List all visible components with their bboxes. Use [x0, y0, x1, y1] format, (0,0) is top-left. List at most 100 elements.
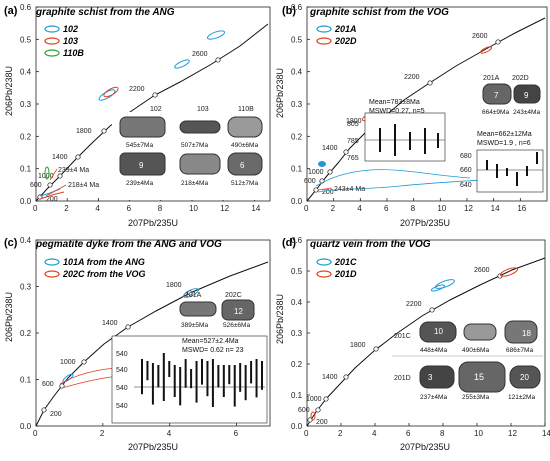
legend-102: 102 — [63, 24, 78, 34]
ellipse-101a — [183, 288, 199, 298]
x-tick-label: 4 — [95, 204, 100, 213]
grain-number: 18 — [522, 329, 531, 338]
y-tick-label: 0.1 — [20, 165, 32, 174]
y-tick-label: 0.0 — [291, 422, 303, 431]
inset-mswd: MSWD= 0.62 n= 23 — [182, 347, 244, 354]
panel-c-legend: 101A from the ANG 202C from the VOG — [44, 257, 146, 279]
age-label: 600 — [298, 407, 310, 414]
grain-number: 6 — [240, 161, 245, 170]
y-tick-label: 0.1 — [291, 165, 303, 174]
panel-c-age-markers: 200 600 1000 1400 1800 — [41, 282, 193, 418]
grain-label-201a: 201A — [483, 75, 500, 82]
grain-number: 15 — [474, 372, 484, 382]
y-tick-label: 0.2 — [20, 132, 32, 141]
age-marker — [495, 39, 501, 45]
age-label: 1800 — [76, 128, 92, 135]
x-tick-label: 14 — [251, 204, 260, 213]
grain-age: 218±4Ma — [181, 180, 208, 187]
y-tick-label: 0.3 — [291, 100, 303, 109]
grain-age: 255±3Ma — [462, 394, 489, 401]
y-tick-label: 0.5 — [20, 35, 32, 44]
y-tick-label: 0.3 — [291, 329, 303, 338]
panel-c-xlabel: 207Pb/235U — [128, 442, 178, 452]
x-tick-label: 0 — [304, 429, 309, 438]
x-tick-label: 10 — [189, 204, 198, 213]
grain-label-101a: 101A — [185, 292, 202, 299]
y-tick-label: 0.2 — [291, 132, 303, 141]
zircon-image — [119, 116, 166, 138]
age-label: 1800 — [350, 342, 366, 349]
legend-101a: 101A from the ANG — [63, 257, 145, 267]
x-tick-label: 4 — [372, 429, 377, 438]
panel-a-legend: 102 103 110B — [44, 24, 84, 58]
inset-ytick: 540 — [116, 351, 128, 358]
age-label: 2200 — [406, 301, 422, 308]
y-tick-label: 0.3 — [20, 100, 32, 109]
inset-ytick: 540 — [116, 367, 128, 374]
panel-b-legend: 201A 202D — [316, 24, 357, 46]
age-marker — [327, 169, 333, 175]
age-label: 1800 — [346, 118, 362, 125]
x-tick-label: 14 — [491, 204, 500, 213]
panel-a-ylabel: 206Pb/238U — [4, 66, 14, 116]
x-tick-label: 12 — [220, 204, 229, 213]
panel-b-xlabel: 207Pb/235U — [400, 218, 450, 228]
grain-number: 3 — [428, 373, 433, 382]
grain-number: 9 — [139, 161, 144, 170]
arrow — [317, 187, 333, 191]
panel-a-grain-images: 102 103 110B 545±7Ma 507±7Ma 490±6Ma 9 6… — [112, 106, 268, 200]
panel-d-age-markers: 200 600 1000 1400 1800 2200 2600 — [298, 267, 503, 426]
grain-age: 237±4Ma — [420, 394, 447, 401]
y-tick-label: 0.0 — [20, 422, 32, 431]
zircon-image — [513, 84, 541, 104]
grain-number: 7 — [494, 91, 499, 100]
x-tick-label: 10 — [437, 204, 446, 213]
x-tick-label: 2 — [100, 429, 105, 438]
x-tick-label: 0 — [33, 204, 38, 213]
annotation-243ma: 243±4 Ma — [334, 186, 365, 193]
grain-age: 512±7Ma — [231, 180, 258, 187]
inset-ytick: 640 — [460, 182, 472, 189]
panel-d-concordia — [306, 257, 546, 427]
panel-d-ticks: 0 2 4 6 8 10 12 14 0.0 0.1 0.2 0.3 0.4 0.5 0.6 — [291, 236, 550, 438]
age-label: 600 — [42, 381, 54, 388]
inset-ytick: 540 — [116, 403, 128, 410]
age-marker — [47, 182, 53, 188]
panel-c-title: pegmatite dyke from the ANG and VOG — [35, 239, 222, 250]
x-tick-label: 12 — [508, 429, 517, 438]
panel-b: (b) graphite schist from the VOG 0 2 4 6 8 10… — [275, 3, 548, 228]
legend-swatch-201c — [316, 258, 332, 266]
ellipse-103 — [103, 86, 119, 98]
ellipse-201d — [499, 267, 519, 277]
age-label: 200 — [50, 411, 62, 418]
grain-label-201d: 201D — [394, 375, 411, 382]
panel-d-ylabel: 206Pb/238U — [275, 294, 285, 344]
grain-number: 10 — [434, 327, 443, 336]
zircon-image — [504, 320, 538, 344]
zircon-image — [221, 299, 255, 321]
y-tick-label: 0.4 — [20, 68, 32, 77]
panel-b-ylabel: 206Pb/238U — [275, 68, 285, 118]
grain-number: 9 — [524, 91, 529, 100]
y-tick-label: 0.2 — [20, 329, 32, 338]
age-marker — [101, 128, 107, 134]
x-tick-label: 2 — [64, 204, 69, 213]
age-label: 1000 — [38, 173, 54, 180]
panel-d-label: (d) — [282, 237, 296, 249]
zircon-image — [227, 152, 263, 176]
panel-a: (a) graphite schist from the ANG 0 2 4 6 8 10… — [4, 3, 271, 228]
legend-swatch-103 — [44, 37, 60, 45]
legend-swatch-202c — [44, 270, 60, 278]
zircon-image — [509, 365, 541, 389]
legend-202c: 202C from the VOG — [62, 269, 146, 279]
grain-label-103: 103 — [197, 106, 209, 113]
zircon-image — [179, 301, 217, 317]
zircon-image — [227, 116, 263, 138]
legend-201a: 201A — [334, 24, 357, 34]
grain-label-202c: 202C — [225, 292, 242, 299]
ellipse-201a — [318, 161, 326, 167]
x-tick-label: 4 — [167, 429, 172, 438]
grain-age: 448±4Ma — [420, 347, 447, 354]
grain-age: 545±7Ma — [126, 142, 153, 149]
legend-swatch-201a — [316, 25, 332, 33]
